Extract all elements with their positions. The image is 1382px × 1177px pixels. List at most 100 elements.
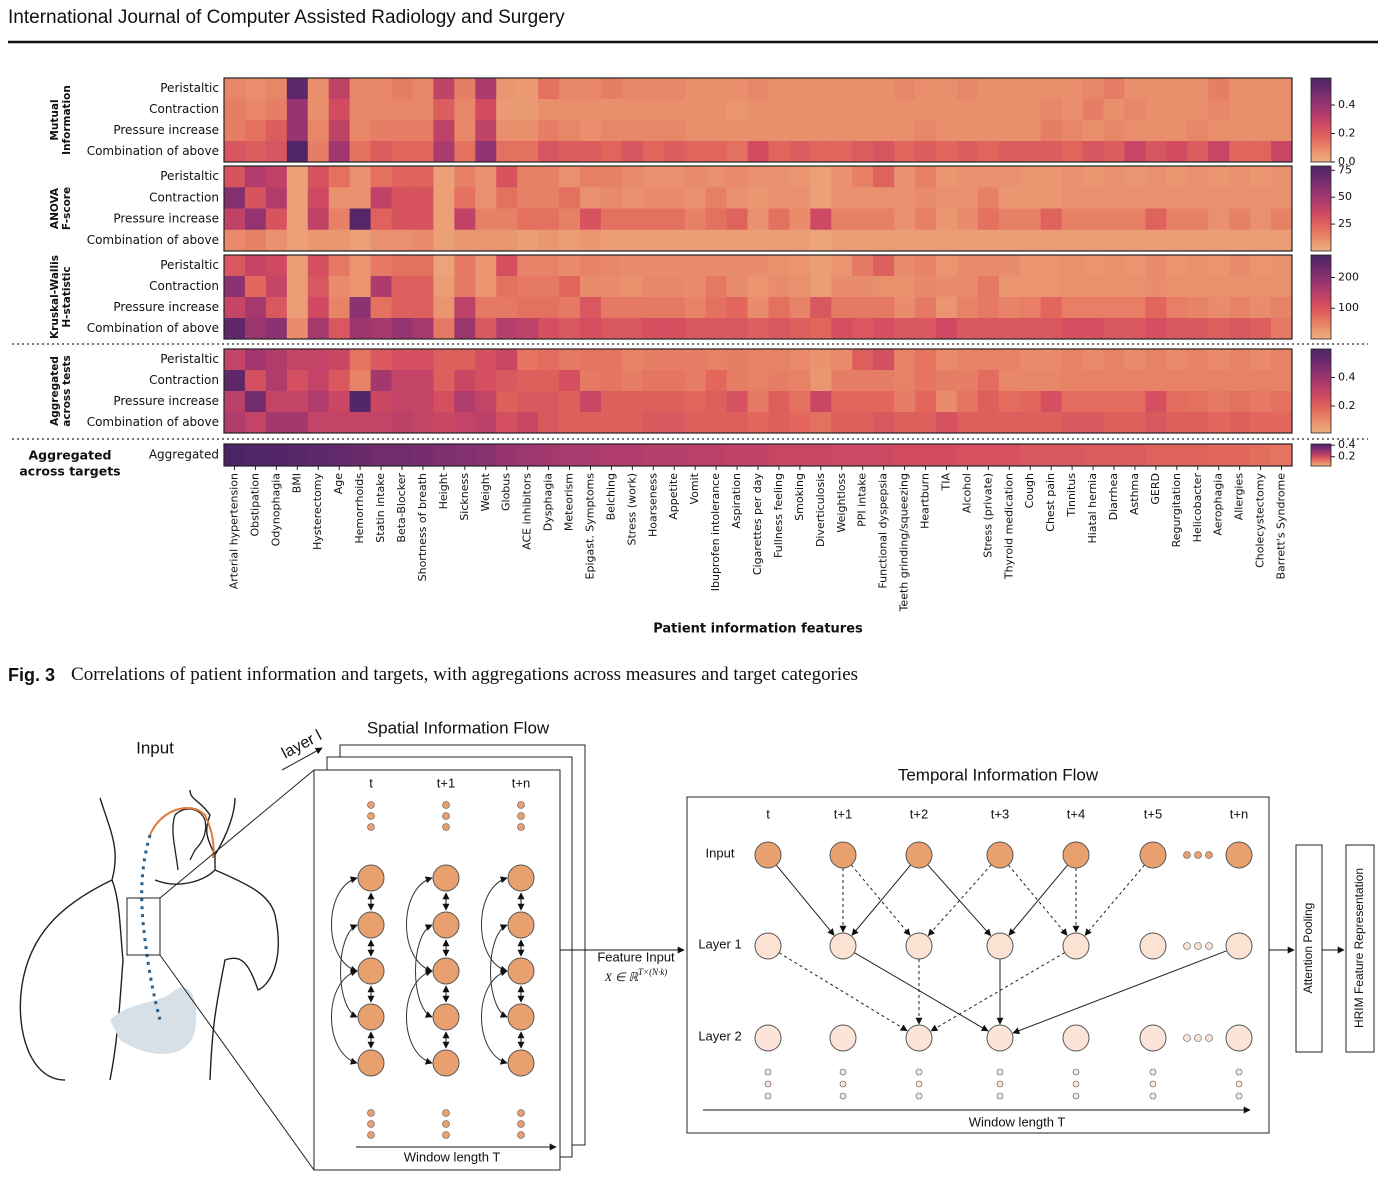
heat-cell	[768, 255, 790, 277]
dot	[996, 1092, 1004, 1100]
heat-cell	[663, 208, 686, 231]
heat-cell	[307, 229, 330, 252]
heat-cell	[726, 141, 748, 163]
heat-cell	[265, 412, 288, 434]
x-tick-label: Epigast. Symptoms	[583, 473, 596, 580]
heat-cell	[1208, 297, 1230, 319]
node	[1225, 841, 1253, 869]
heat-cell	[810, 412, 832, 434]
heat-cell	[496, 349, 518, 371]
heat-cell	[307, 208, 330, 231]
x-tick-label: Cough	[1023, 473, 1036, 508]
heat-cell	[936, 391, 958, 413]
edge	[853, 952, 989, 1032]
heat-cell	[496, 412, 518, 434]
heat-cell	[1271, 412, 1293, 434]
heat-cell	[726, 412, 748, 434]
node	[754, 841, 782, 869]
edge	[851, 864, 912, 936]
heat-cell	[580, 166, 602, 188]
heat-cell	[580, 187, 602, 209]
heat-cell	[328, 255, 351, 277]
heat-cell	[1019, 349, 1042, 371]
heat-cell	[580, 99, 602, 121]
dot	[1183, 1034, 1191, 1042]
heat-cell	[1082, 276, 1104, 298]
heat-cell	[852, 444, 874, 467]
heat-cell	[936, 141, 958, 163]
heat-cell	[1166, 120, 1188, 142]
node	[357, 1003, 385, 1031]
heat-cell	[1103, 412, 1125, 434]
heat-cell	[496, 444, 518, 467]
heat-cell	[286, 255, 309, 277]
heat-cell	[1208, 349, 1230, 371]
x-tick-label: Stress (work)	[625, 473, 638, 546]
row-label: Input	[706, 845, 735, 860]
heat-cell	[663, 276, 686, 298]
heat-cell	[747, 208, 769, 231]
heat-cell	[307, 391, 330, 413]
heat-cell	[517, 99, 539, 121]
heat-cell	[600, 444, 623, 467]
heat-cell	[1061, 187, 1083, 209]
heat-cell	[328, 444, 351, 467]
heat-cell	[412, 370, 434, 392]
heat-cell	[642, 276, 665, 298]
group-label: Aggregated	[29, 448, 112, 463]
heat-cell	[810, 391, 832, 413]
heat-cell	[517, 412, 539, 434]
heat-cell	[1082, 141, 1104, 163]
x-tick-label: Allergies	[1233, 473, 1246, 521]
heat-cell	[600, 349, 623, 371]
heat-cell	[1040, 370, 1063, 392]
heat-cell	[789, 412, 811, 434]
heat-cell	[412, 349, 434, 371]
layer-label: layer l	[279, 727, 325, 762]
heat-cell	[538, 78, 560, 100]
heat-cell	[705, 141, 727, 163]
heat-cell	[621, 370, 644, 392]
time-step: t+3	[991, 806, 1009, 821]
heat-cell	[1061, 391, 1083, 413]
heat-cell	[391, 412, 413, 434]
heat-cell	[956, 444, 979, 467]
heat-cell	[496, 297, 518, 319]
dot	[442, 823, 450, 831]
heat-cell	[1208, 166, 1230, 188]
heat-cell	[1208, 229, 1230, 252]
heat-cell	[224, 208, 246, 231]
heat-cell	[391, 229, 413, 252]
heat-cell	[852, 391, 874, 413]
row-label: Layer 2	[698, 1028, 741, 1043]
colorbar	[1310, 254, 1332, 340]
heat-cell	[1166, 318, 1188, 340]
heat-cell	[998, 318, 1021, 340]
heat-cell	[684, 444, 707, 467]
heat-cell	[768, 297, 790, 319]
colorbar	[1310, 77, 1332, 163]
heat-cell	[873, 255, 895, 277]
x-tick-label: Statin intake	[374, 473, 387, 543]
node	[829, 932, 857, 960]
heat-cell	[768, 99, 790, 121]
heat-cell	[1124, 187, 1146, 209]
heat-cell	[642, 166, 665, 188]
heat-cell	[956, 391, 979, 413]
heat-cell	[1145, 391, 1167, 413]
heat-cell	[370, 255, 392, 277]
heat-cell	[977, 370, 1000, 392]
colorbar-tick-label: 0.2	[1338, 450, 1356, 463]
heat-cell	[517, 141, 539, 163]
node	[432, 911, 460, 939]
heat-cell	[852, 141, 874, 163]
heat-cell	[307, 276, 330, 298]
heat-cell	[1229, 297, 1251, 319]
heat-cell	[789, 229, 811, 252]
heat-cell	[663, 412, 686, 434]
heat-cell	[454, 208, 476, 231]
heat-cell	[810, 141, 832, 163]
heat-cell	[1271, 370, 1293, 392]
dot	[367, 801, 375, 809]
heat-cell	[454, 349, 476, 371]
